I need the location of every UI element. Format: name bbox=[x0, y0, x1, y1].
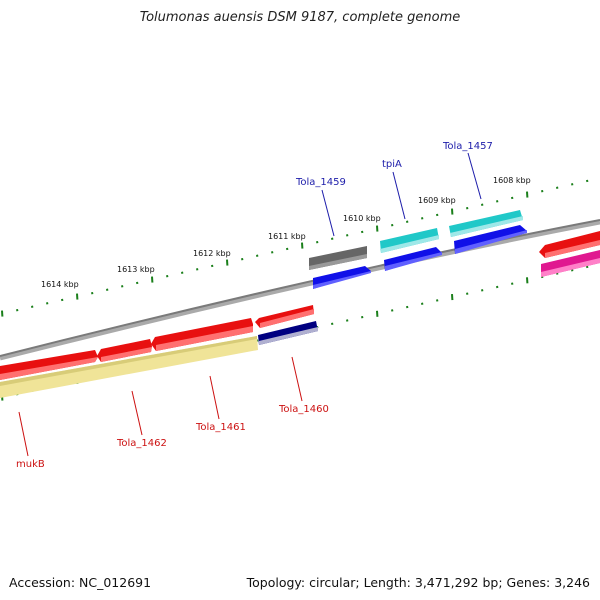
ruler-label: 1609 kbp bbox=[418, 196, 456, 205]
gene-blue-1[interactable] bbox=[313, 266, 371, 289]
gene-label-tola-1462[interactable]: Tola_1462 bbox=[116, 438, 167, 449]
gene-blue-2[interactable] bbox=[384, 247, 442, 271]
ruler-label: 1613 kbp bbox=[117, 265, 155, 274]
gene-label-tpia[interactable]: tpiA bbox=[382, 159, 402, 170]
gene-tola-1459-block[interactable] bbox=[309, 246, 367, 270]
label-leaders bbox=[18, 152, 482, 457]
ruler-label: 1612 kbp bbox=[193, 249, 231, 258]
gene-tola-1461-block[interactable] bbox=[151, 318, 253, 351]
genome-backbone bbox=[0, 219, 600, 361]
gene-navy-block[interactable] bbox=[258, 321, 318, 345]
topology-text: Topology: circular; Length: 3,471,292 bp… bbox=[246, 575, 590, 590]
gene-mukb-block[interactable] bbox=[0, 350, 98, 380]
gene-magenta-right[interactable] bbox=[541, 250, 600, 277]
gene-label-tola-1457[interactable]: Tola_1457 bbox=[442, 141, 493, 152]
gene-label-mukb[interactable]: mukB bbox=[16, 459, 45, 470]
gene-tola-1460-block[interactable] bbox=[255, 305, 314, 328]
gene-label-tola-1460[interactable]: Tola_1460 bbox=[278, 404, 329, 415]
gene-tola-1457-block[interactable] bbox=[449, 210, 523, 237]
ruler-label: 1614 kbp bbox=[41, 280, 79, 289]
map-title: Tolumonas auensis DSM 9187, complete gen… bbox=[139, 10, 461, 25]
ruler-label: 1611 kbp bbox=[268, 232, 306, 241]
ruler-labels: 1614 kbp 1613 kbp 1612 kbp 1611 kbp 1610… bbox=[41, 176, 531, 289]
gene-label-tola-1459[interactable]: Tola_1459 bbox=[295, 177, 346, 188]
gene-tola-1462-block[interactable] bbox=[97, 339, 152, 362]
yellow-feature-band bbox=[0, 336, 258, 398]
ruler-label: 1610 kbp bbox=[343, 214, 381, 223]
gene-label-tola-1461[interactable]: Tola_1461 bbox=[195, 422, 246, 433]
gene-blue-3[interactable] bbox=[454, 225, 527, 254]
ruler-label: 1608 kbp bbox=[493, 176, 531, 185]
gene-tpia-block[interactable] bbox=[380, 228, 439, 253]
outer-tick-row bbox=[1, 179, 589, 317]
accession-text: Accession: NC_012691 bbox=[9, 575, 152, 590]
gene-red-right[interactable] bbox=[539, 231, 600, 258]
